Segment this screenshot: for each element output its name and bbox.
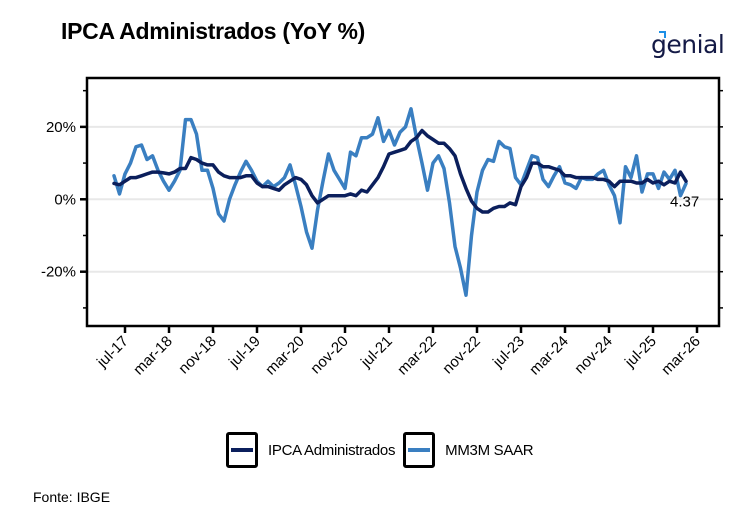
series-lines [112,107,688,297]
x-tick-label: nov-18 [175,333,219,377]
y-tick-label: 0% [54,191,76,208]
genial-logo: genial [651,30,725,59]
x-tick-label: jul-19 [225,333,264,372]
legend-key-mm3m-saar [403,432,436,468]
x-tick-label: jul-21 [357,333,396,372]
y-tick-label: -20% [41,264,76,281]
logo-accent-icon [659,31,666,38]
legend-key-ipca-administrados [226,432,258,468]
chart-title: IPCA Administrados (YoY %) [61,18,366,44]
x-tick-label: mar-26 [658,333,704,379]
plot-frame [85,76,721,328]
x-tick-label: nov-22 [439,333,483,377]
legend-swatch-ipca-administrados [231,448,253,452]
annotation-layer: 4.37 [670,193,699,210]
logo-text: genial [651,30,725,59]
x-tick-label: mar-20 [262,333,308,379]
x-tick-label: jul-23 [489,333,528,372]
x-tick-label: mar-22 [394,333,440,379]
series-line-ipca-administrados [112,128,688,214]
x-tick-label: jul-25 [621,333,660,372]
x-tick-label: mar-18 [130,333,176,379]
x-tick-label: jul-17 [93,333,132,372]
legend-label-ipca-administrados: IPCA Administrados [268,441,396,459]
series-line-mm3m-saar [112,107,688,297]
x-tick-label: nov-20 [307,333,351,377]
legend-label-mm3m-saar: MM3M SAAR [445,441,534,459]
source-note: Fonte: IBGE [33,489,111,505]
y-tick-label: 20% [46,119,76,136]
legend-swatch-mm3m-saar [408,448,431,452]
legend: IPCA Administrados MM3M SAAR [226,432,541,468]
y-axis: 20% 0% -20% [41,89,723,309]
last-value-label: 4.37 [670,193,699,210]
x-tick-label: nov-24 [571,333,615,377]
x-tick-label: mar-24 [526,333,572,379]
